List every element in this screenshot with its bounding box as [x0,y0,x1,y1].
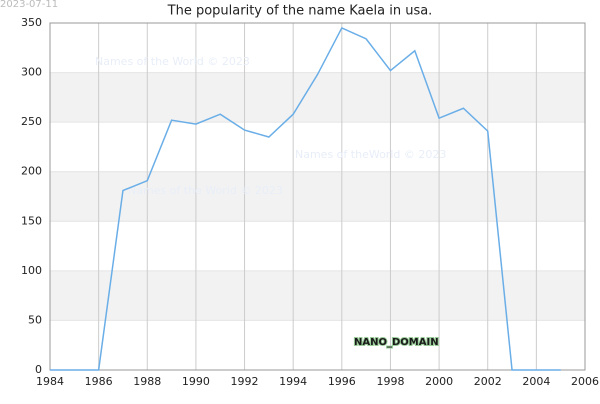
grid-band [50,270,585,321]
plot-frame [49,22,586,371]
watermark: Names of the World © 2023 [95,55,250,68]
y-tick-label: 150 [21,214,42,227]
x-tick-label: 1994 [279,375,307,388]
y-tick-label: 200 [21,165,42,178]
x-tick-label: 1992 [231,375,259,388]
x-tick-label: 2004 [522,375,550,388]
x-tick-label: 1984 [36,375,64,388]
x-tick-label: 1988 [133,375,161,388]
y-tick-label: 350 [21,16,42,29]
series-line [50,26,561,371]
x-tick-label: 1996 [328,375,356,388]
x-tick-label: 2002 [474,375,502,388]
y-tick-label: 100 [21,264,42,277]
watermark: Names of the World © 2023 [128,184,283,197]
y-tick-label: 0 [35,363,42,376]
watermark: Names of theWorld © 2023 [295,148,446,161]
date-stamp: 2023-07-11 [0,0,58,10]
x-tick-label: 1998 [376,375,404,388]
x-tick-label: 1990 [182,375,210,388]
y-tick-label: 300 [21,66,42,79]
grid-band [50,72,585,123]
x-tick-label: 2000 [425,375,453,388]
x-tick-label: 2006 [571,375,599,388]
y-tick-label: 250 [21,115,42,128]
y-tick-label: 50 [28,313,42,326]
domain-label: NANO_DOMAIN [354,337,439,348]
x-tick-label: 1986 [85,375,113,388]
chart-title: The popularity of the name Kaela in usa. [167,4,433,19]
